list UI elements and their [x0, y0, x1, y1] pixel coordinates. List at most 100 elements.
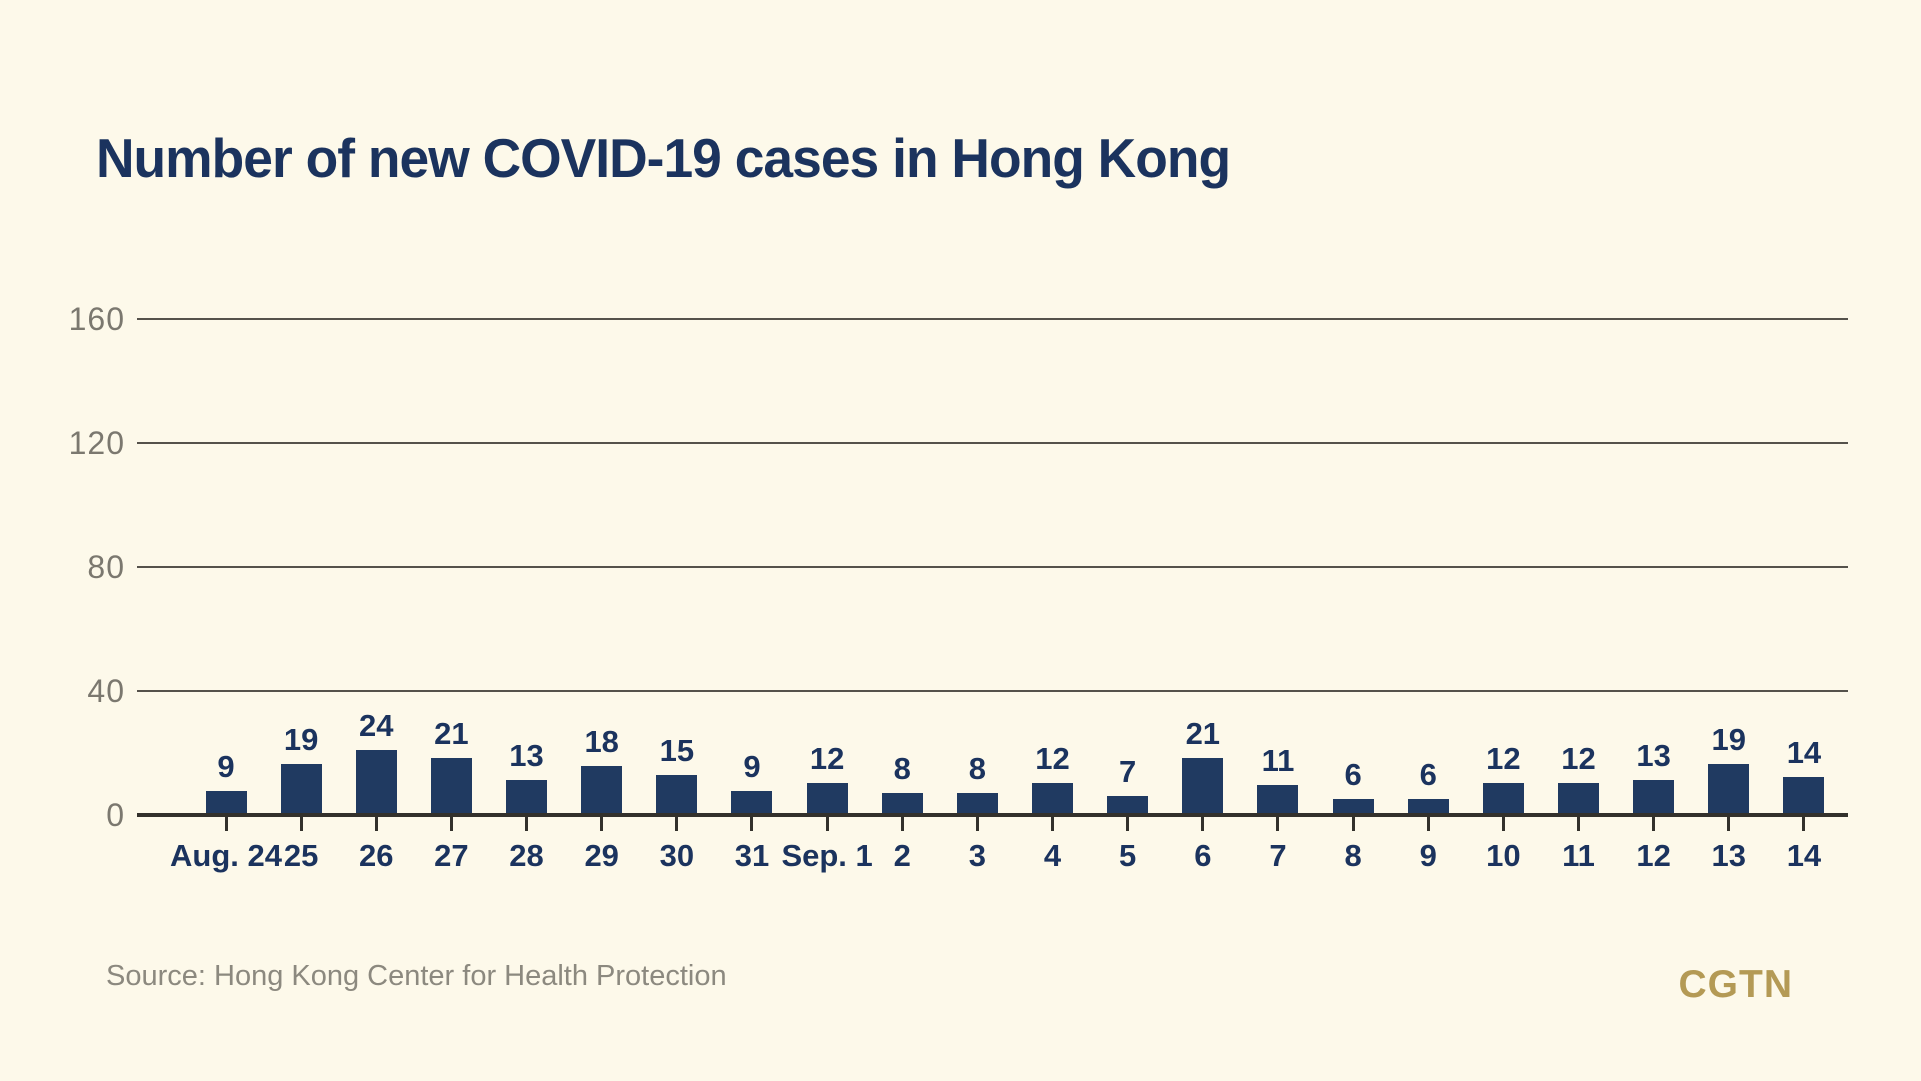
x-axis-label: 3 [968, 838, 987, 873]
x-axis-label: Sep. 1 [781, 838, 873, 873]
x-axis-tick [1126, 815, 1130, 831]
bar-value-label: 6 [1344, 756, 1362, 792]
x-axis-label: 4 [1043, 838, 1062, 873]
bar-7 [1257, 785, 1299, 815]
x-axis-tick [675, 815, 679, 831]
x-axis-label: 5 [1119, 838, 1137, 873]
x-axis-label: 7 [1269, 838, 1287, 873]
x-axis-tick [1652, 815, 1656, 831]
bar-value-label: 9 [217, 748, 235, 784]
source-attribution: Source: Hong Kong Center for Health Prot… [106, 960, 727, 992]
x-axis-label: 14 [1786, 838, 1822, 873]
bar-27 [430, 758, 472, 815]
x-axis-label: 11 [1562, 838, 1595, 873]
x-axis-tick [900, 815, 904, 831]
bar-value-label: 12 [809, 740, 845, 776]
bar-5 [1107, 796, 1149, 815]
x-axis-tick [1351, 815, 1355, 831]
x-axis-label: Aug. 24 [170, 838, 282, 873]
x-axis-label: 30 [659, 838, 695, 873]
x-axis-tick [825, 815, 829, 831]
bar-value-label: 14 [1786, 735, 1822, 771]
x-axis-line [137, 813, 1848, 817]
bar-26 [355, 750, 397, 815]
bar-value-label: 19 [1711, 721, 1747, 757]
y-axis-tick-label: 160 [68, 301, 125, 337]
x-axis-tick [1051, 815, 1055, 831]
bar-3 [956, 793, 998, 815]
x-axis-tick [1577, 815, 1581, 831]
bar-aug-24 [205, 790, 247, 815]
x-axis-tick [1501, 815, 1505, 831]
bar-value-label: 12 [1561, 740, 1596, 776]
bar-value-label: 9 [743, 748, 761, 784]
x-axis-label: 27 [434, 838, 469, 873]
x-axis-tick [525, 815, 529, 831]
x-axis-tick [1201, 815, 1205, 831]
bar-8 [1332, 798, 1374, 815]
x-axis-tick [1802, 815, 1806, 831]
bar-value-label: 8 [968, 751, 987, 787]
bar-value-label: 13 [509, 737, 544, 773]
x-axis-tick [1426, 815, 1430, 831]
gridline-40 [137, 690, 1848, 692]
bar-11 [1558, 782, 1600, 815]
bar-14 [1783, 777, 1825, 815]
bar-value-label: 12 [1035, 740, 1070, 776]
x-axis-label: 25 [283, 838, 319, 873]
gridline-120 [137, 442, 1848, 444]
bar-25 [280, 763, 322, 815]
bar-value-label: 11 [1261, 743, 1295, 779]
bar-value-label: 6 [1419, 756, 1437, 792]
bar-28 [506, 779, 548, 815]
x-axis-tick [299, 815, 303, 831]
x-axis-label: 28 [509, 838, 544, 873]
bar-29 [581, 766, 623, 815]
bar-value-label: 12 [1486, 740, 1521, 776]
x-axis-label: 10 [1486, 838, 1521, 873]
bar-12 [1633, 779, 1675, 815]
x-axis-label: 12 [1636, 838, 1671, 873]
gridline-160 [137, 318, 1848, 320]
gridline-80 [137, 566, 1848, 568]
bar-31 [731, 790, 773, 815]
bar-value-label: 24 [359, 708, 394, 744]
x-axis-label: 26 [359, 838, 394, 873]
chart-title: Number of new COVID-19 cases in Hong Kon… [96, 127, 1231, 189]
x-axis-tick [374, 815, 378, 831]
bar-9 [1407, 798, 1449, 815]
x-axis-tick [224, 815, 228, 831]
x-axis-tick [1727, 815, 1731, 831]
bar-value-label: 19 [283, 721, 319, 757]
bar-value-label: 15 [659, 732, 695, 768]
x-axis-tick [449, 815, 453, 831]
bar-13 [1708, 763, 1750, 815]
x-axis-tick [750, 815, 754, 831]
bar-2 [881, 793, 923, 815]
bar-value-label: 13 [1636, 737, 1671, 773]
bar-value-label: 8 [893, 751, 911, 787]
x-axis-tick [600, 815, 604, 831]
bar-value-label: 21 [434, 716, 469, 752]
x-axis-label: 8 [1344, 838, 1362, 873]
bar-value-label: 7 [1119, 754, 1137, 790]
y-axis-tick-label: 0 [106, 797, 125, 833]
x-axis-label: 13 [1711, 838, 1747, 873]
x-axis-label: 6 [1194, 838, 1212, 873]
y-axis-tick-label: 40 [87, 673, 125, 709]
x-axis-label: 31 [734, 838, 770, 873]
y-axis-tick-label: 120 [68, 425, 125, 461]
x-axis-label: 29 [584, 838, 619, 873]
x-axis-label: 9 [1419, 838, 1437, 873]
bar-30 [656, 774, 698, 815]
bar-value-label: 18 [584, 724, 619, 760]
bar-sep-1 [806, 782, 848, 815]
x-axis-label: 2 [893, 838, 911, 873]
y-axis-tick-label: 80 [87, 549, 125, 585]
bar-value-label: 21 [1185, 716, 1221, 752]
bar-4 [1032, 782, 1074, 815]
bar-6 [1182, 758, 1224, 815]
cgtn-logo: CGTN [1678, 963, 1793, 1006]
